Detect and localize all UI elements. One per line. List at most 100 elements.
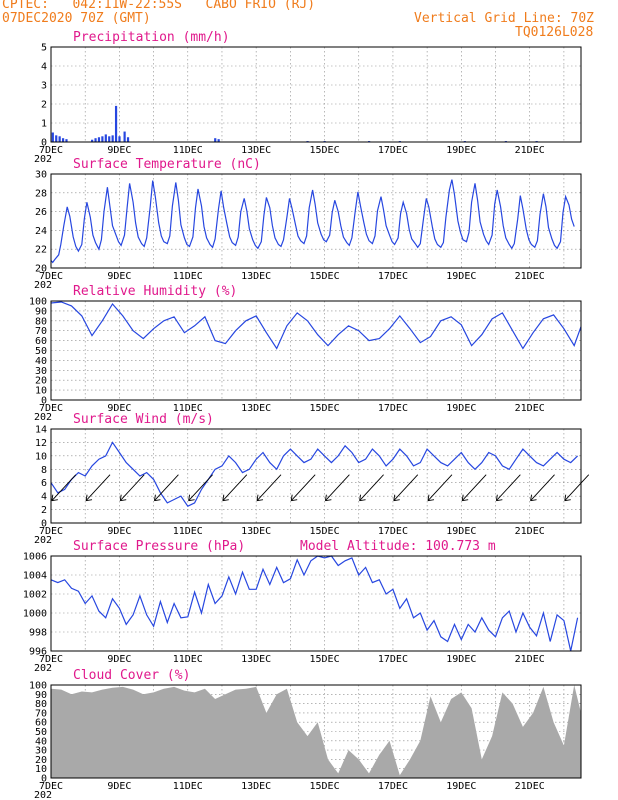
- precip-bar: [91, 139, 94, 142]
- x-date-label: 7DEC: [39, 403, 63, 414]
- y-tick-label: 90: [35, 306, 47, 317]
- x-date-label: 15DEC: [309, 781, 339, 792]
- wind-arrow: [530, 474, 555, 502]
- x-date-label: 19DEC: [446, 271, 476, 282]
- x-date-label: 7DEC: [39, 271, 63, 282]
- wind-arrow: [359, 474, 384, 502]
- y-tick-label: 24: [35, 226, 47, 237]
- precip-bar: [111, 135, 114, 142]
- y-tick-label: 998: [29, 628, 47, 639]
- panel-title: Cloud Cover (%): [73, 668, 190, 683]
- y-tick-label: 90: [35, 690, 47, 701]
- y-tick-label: 14: [35, 425, 47, 436]
- precip-bar: [55, 135, 58, 142]
- y-tick-label: 0: [41, 774, 47, 785]
- y-tick-label: 3: [41, 81, 47, 92]
- wind-arrow-head: [85, 494, 93, 502]
- wind-arrow: [51, 474, 77, 502]
- y-tick-label: 2: [41, 100, 47, 111]
- x-date-label: 7DEC: [39, 781, 63, 792]
- y-tick-label: 6: [41, 478, 47, 489]
- x-date-label: 7DEC: [39, 526, 63, 537]
- year-label: 202: [34, 790, 52, 800]
- wind-arrow: [461, 474, 487, 502]
- run-date-label: 07DEC2020 70Z (GMT): [2, 11, 151, 26]
- y-tick-label: 80: [35, 699, 47, 710]
- wind-arrow: [256, 474, 282, 502]
- y-tick-label: 1000: [23, 609, 47, 620]
- y-tick-label: 26: [35, 207, 47, 218]
- y-tick-label: 10: [35, 764, 47, 775]
- x-date-label: 19DEC: [446, 526, 476, 537]
- series-line: [50, 179, 575, 264]
- y-tick-label: 20: [35, 264, 47, 275]
- y-tick-label: 70: [35, 326, 47, 337]
- y-tick-label: 1006: [23, 552, 47, 563]
- wind-arrow-head: [393, 494, 400, 502]
- wind-arrow: [85, 474, 111, 502]
- wind-arrow: [496, 474, 521, 502]
- y-tick-label: 28: [35, 188, 47, 199]
- wind-arrow-head: [256, 494, 264, 502]
- x-date-label: 11DEC: [173, 403, 203, 414]
- panel-title: Surface Wind (m/s): [73, 412, 214, 427]
- x-date-label: 11DEC: [173, 271, 203, 282]
- y-tick-label: 0: [41, 519, 47, 530]
- y-tick-label: 50: [35, 727, 47, 738]
- wind-arrow-head: [461, 494, 469, 502]
- wind-arrow-head: [324, 494, 332, 502]
- x-date-label: 17DEC: [378, 781, 408, 792]
- x-date-label: 15DEC: [309, 654, 339, 665]
- panel-1: 20 22 24 26 28 30 Surface Temperature (nC) 7DEC…: [34, 157, 582, 291]
- y-tick-label: 1004: [23, 571, 47, 582]
- precip-bar: [214, 138, 217, 142]
- x-date-label: 21DEC: [515, 145, 545, 156]
- y-tick-label: 1002: [23, 590, 47, 601]
- y-tick-label: 20: [35, 376, 47, 387]
- wind-arrow-head: [119, 494, 127, 502]
- panel-frame: [50, 300, 582, 401]
- y-tick-label: 4: [41, 492, 47, 503]
- x-date-label: 13DEC: [241, 145, 271, 156]
- precip-bar: [58, 136, 61, 142]
- precip-bar: [94, 138, 97, 142]
- y-tick-label: 100: [29, 681, 47, 692]
- wind-arrow-head: [495, 494, 503, 502]
- wind-arrow: [119, 474, 145, 502]
- panel-0: 0 1 2 3 4 5 Precipitation (mm/h) 7DEC 9DEC 11DEC 1…: [34, 30, 582, 165]
- x-date-label: 17DEC: [378, 526, 408, 537]
- precip-bar: [118, 136, 121, 142]
- y-tick-label: 22: [35, 245, 47, 256]
- y-tick-label: 0: [41, 396, 47, 407]
- precip-bar: [61, 138, 65, 142]
- wind-arrow: [290, 474, 316, 502]
- precip-bar: [126, 137, 130, 142]
- y-tick-label: 40: [35, 736, 47, 747]
- x-date-label: 9DEC: [107, 654, 131, 665]
- y-tick-label: 40: [35, 356, 47, 367]
- panel-frame: [50, 428, 582, 524]
- x-date-label: 17DEC: [378, 271, 408, 282]
- x-date-label: 7DEC: [39, 654, 63, 665]
- run-code-label: TQ0126L028: [515, 25, 594, 40]
- y-tick-label: 20: [35, 755, 47, 766]
- x-date-label: 21DEC: [515, 403, 545, 414]
- y-tick-label: 10: [35, 451, 47, 462]
- x-date-label: 17DEC: [378, 403, 408, 414]
- station-header-line1: CPTEC: 042:11W-22:55S CABO FRIO (RJ): [2, 0, 316, 12]
- y-tick-label: 0: [41, 138, 47, 149]
- y-tick-label: 50: [35, 346, 47, 357]
- precip-bar: [51, 132, 54, 142]
- x-date-label: 9DEC: [107, 403, 131, 414]
- precip-bar: [104, 134, 107, 142]
- model-altitude-label: Model Altitude: 100.773 m: [300, 539, 496, 554]
- wind-arrow: [427, 474, 453, 502]
- wind-arrow: [564, 474, 590, 502]
- panel-title: Surface Temperature (nC): [73, 157, 261, 172]
- y-tick-label: 30: [35, 170, 47, 181]
- wind-arrow-head: [290, 494, 298, 502]
- y-tick-label: 60: [35, 718, 47, 729]
- precip-bar: [114, 105, 118, 142]
- x-date-label: 13DEC: [241, 526, 271, 537]
